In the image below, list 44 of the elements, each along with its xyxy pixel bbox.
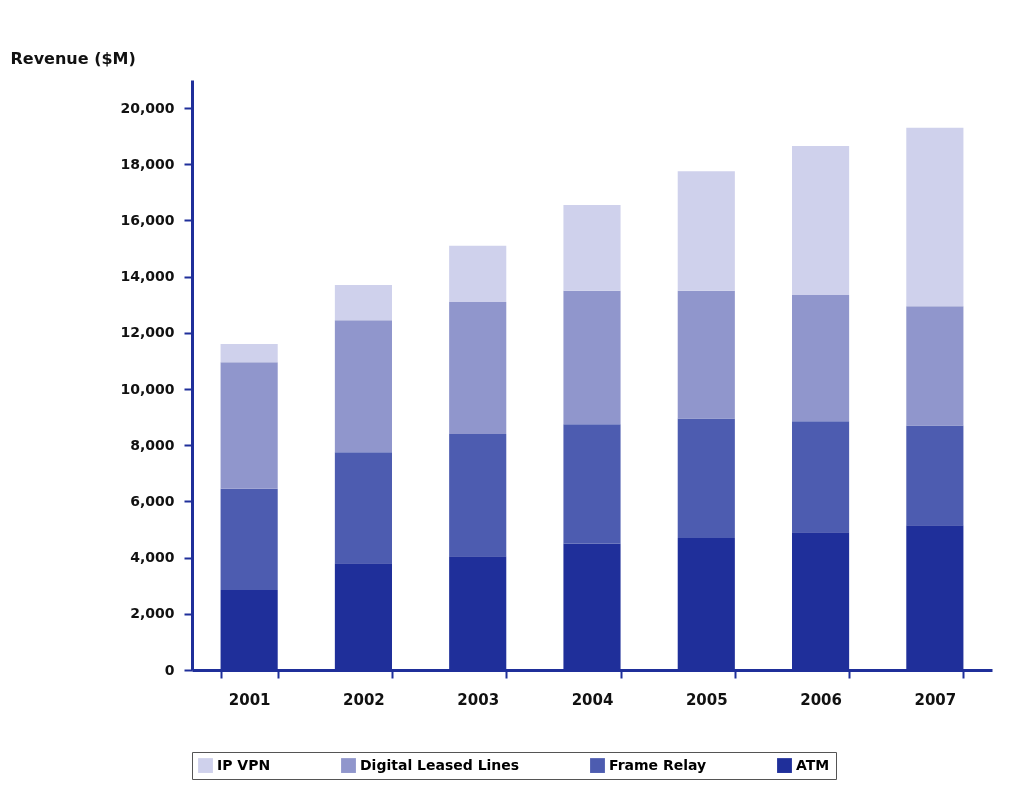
- bar: [220, 362, 278, 489]
- bar: [449, 245, 507, 302]
- bar: [677, 171, 735, 291]
- bar: [906, 306, 964, 426]
- x-tick-label: 2005: [685, 690, 728, 709]
- bar: [677, 290, 735, 419]
- x-tick-label: 2003: [457, 690, 500, 709]
- y-tick-label: 12,000: [120, 324, 175, 341]
- bar: [906, 127, 964, 307]
- bar: [792, 294, 850, 422]
- y-tick-label: 0: [164, 661, 175, 678]
- bar: [677, 418, 735, 538]
- bar: [563, 205, 621, 291]
- x-tick-label: 2002: [343, 690, 385, 709]
- y-tick-label: 4,000: [130, 549, 175, 566]
- legend-label: Frame Relay: [609, 756, 707, 773]
- bar: [792, 146, 850, 295]
- y-tick-label: 2,000: [130, 605, 175, 622]
- bar: [792, 421, 850, 533]
- bar: [220, 344, 278, 363]
- bar: [220, 488, 278, 590]
- y-tick-label: 10,000: [120, 380, 175, 397]
- y-tick-label: 20,000: [120, 99, 175, 116]
- y-tick-label: 16,000: [120, 211, 175, 228]
- bar: [449, 301, 507, 434]
- bar: [563, 424, 621, 544]
- y-tick-label: 18,000: [120, 155, 175, 172]
- x-tick-label: 2006: [800, 690, 842, 709]
- y-tick-label: 14,000: [120, 268, 175, 285]
- x-tick-label: 2004: [571, 690, 614, 709]
- x-tick-label: 2007: [914, 690, 957, 709]
- legend-label: IP VPN: [217, 756, 271, 773]
- y-tick-label: 6,000: [130, 492, 175, 509]
- bar: [334, 285, 392, 321]
- bar: [449, 434, 507, 557]
- bar: [563, 290, 621, 425]
- bar: [906, 425, 964, 526]
- bar: [334, 320, 392, 453]
- x-tick-label: 2001: [228, 690, 271, 709]
- legend-label: Digital Leased Lines: [360, 756, 520, 773]
- y-axis-title: Revenue ($M): [10, 48, 136, 68]
- legend-label: ATM: [796, 756, 830, 773]
- bar: [334, 452, 392, 564]
- y-tick-label: 8,000: [130, 436, 175, 453]
